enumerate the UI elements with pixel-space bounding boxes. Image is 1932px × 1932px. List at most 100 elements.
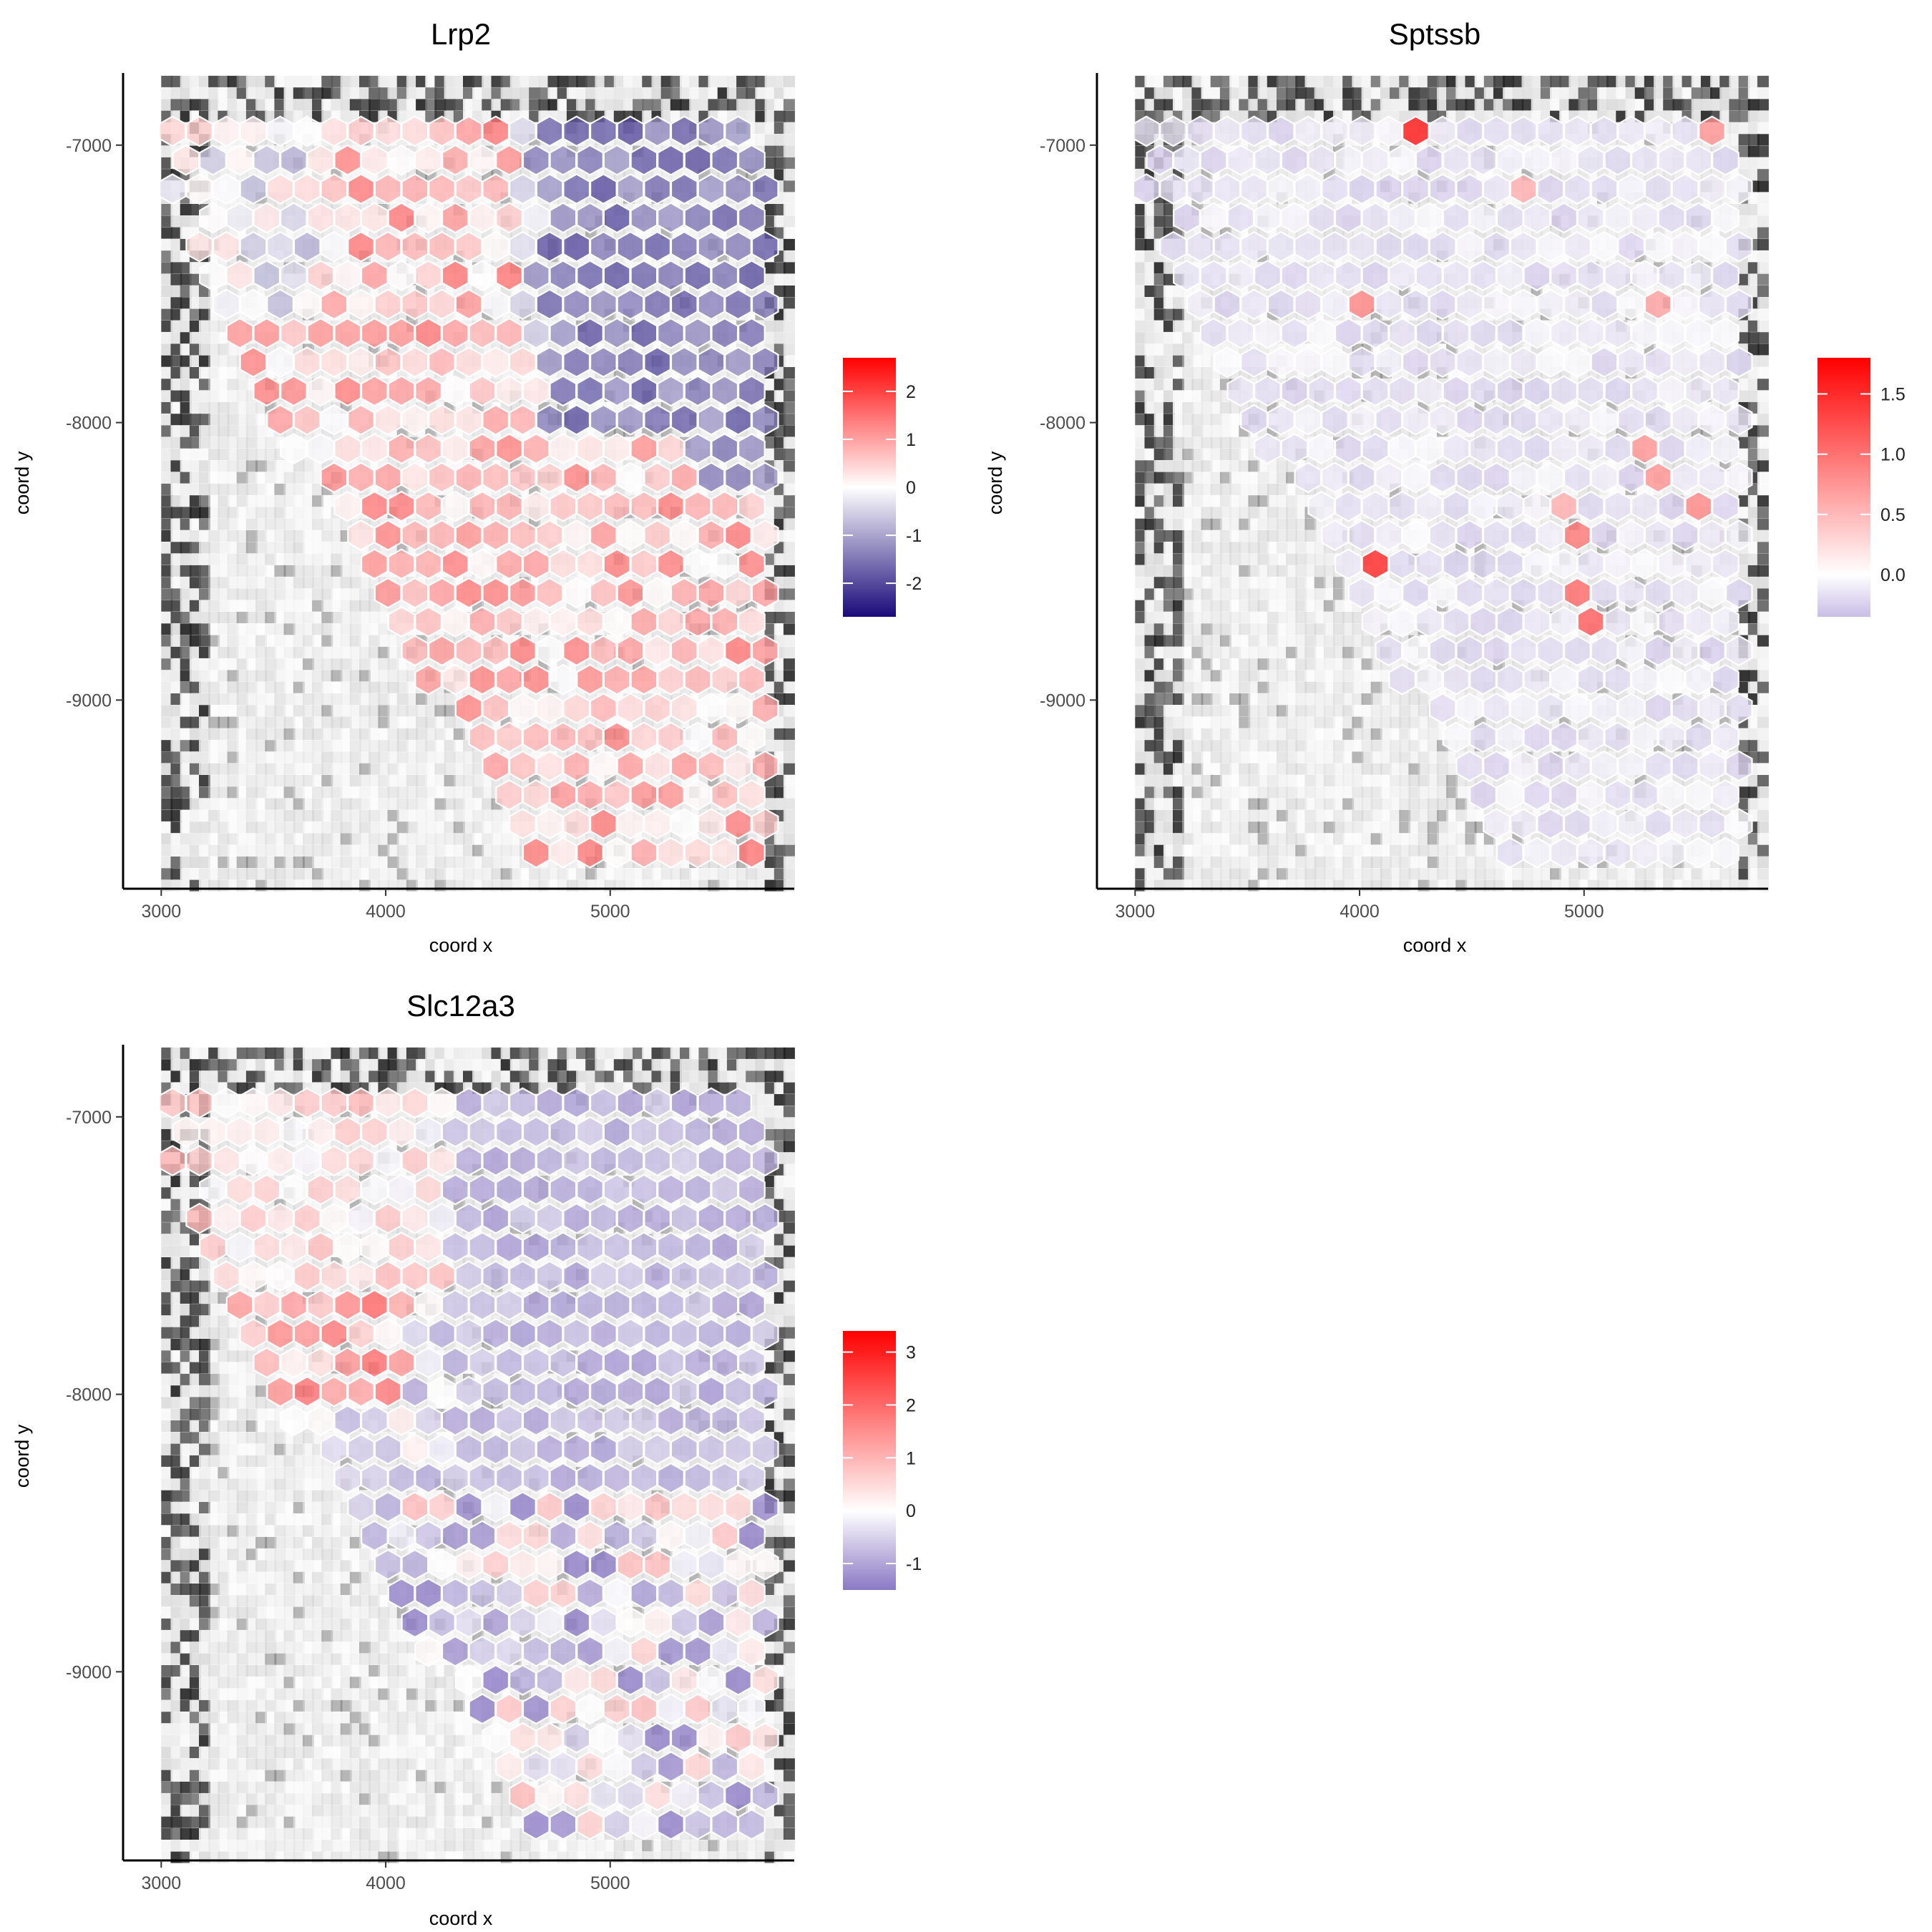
tissue-pixel [208,786,220,799]
tissue-pixel [180,623,192,635]
tissue-pixel [170,414,182,426]
tissue-pixel [199,75,210,87]
tissue-pixel [161,436,173,449]
tissue-pixel [170,809,182,821]
cell-hexagon [293,346,321,378]
tissue-pixel [189,623,201,635]
tissue-pixel [170,612,182,623]
tissue-pixel [161,809,173,821]
tissue-pixel [180,693,192,705]
tissue-pixel [783,658,795,670]
cell-hexagon [401,404,429,436]
cell-hexagon [630,317,658,349]
cell-hexagon [549,202,577,234]
tissue-pixel [161,868,173,880]
cell-hexagon [683,317,712,349]
tissue-pixel [170,250,182,263]
cell-hexagon [199,144,227,176]
tissue-pixel [161,623,173,635]
cell-hexagon [374,173,402,205]
cell-hexagon [522,144,550,176]
cell-hexagon [414,375,443,407]
tissue-pixel [199,716,210,728]
cell-hexagon [657,433,685,464]
tissue-pixel [180,414,192,426]
cell-hexagon [724,346,752,378]
tissue-pixel [161,844,173,857]
cell-hexagon [280,144,308,176]
tissue-pixel [783,670,795,682]
tissue-pixel [180,658,192,670]
tissue-pixel [170,623,182,635]
tissue-pixel [783,577,795,589]
tissue-pixel [208,483,220,495]
cell-hexagon [589,404,618,436]
cell-hexagon [602,202,631,234]
cell-hexagon [697,288,726,321]
tissue-pixel [208,670,220,682]
tissue-pixel [199,635,210,647]
cell-hexagon [306,144,335,176]
tissue-pixel [161,238,173,250]
tissue-pixel [161,728,173,740]
tissue-pixel [783,565,795,577]
cell-hexagon [333,202,362,234]
tissue-pixel [189,495,201,507]
cell-hexagon [589,115,618,147]
cell-hexagon [683,260,712,291]
tissue-pixel [180,320,192,332]
tissue-pixel [180,716,192,728]
cell-hexagon [320,115,348,147]
cell-hexagon [737,375,766,407]
tissue-pixel [783,693,795,705]
cell-hexagon [347,115,375,147]
tissue-pixel [208,565,220,577]
cell-hexagon [482,462,510,494]
cell-hexagon [711,317,739,349]
tissue-pixel [161,297,173,309]
tissue-pixel [783,553,795,565]
tissue-pixel [180,262,192,274]
tissue-pixel [189,286,201,297]
panel-title: Lrp2 [431,17,491,51]
tissue-pixel [189,332,201,344]
tissue-pixel [180,728,192,740]
cell-hexagon [441,202,469,234]
tissue-pixel [180,740,192,752]
tissue-pixel [199,786,210,799]
tissue-pixel [189,401,201,414]
tissue-pixel [189,518,201,530]
cell-hexagon [643,519,672,551]
tissue-pixel [783,227,795,239]
cell-hexagon [306,433,335,464]
cell-hexagon [293,288,321,321]
cell-hexagon [280,433,308,464]
tissue-pixel [161,716,173,728]
cell-hexagon [737,433,766,464]
cell-hexagon [374,288,402,321]
tissue-pixel [180,401,192,414]
tissue-pixel [180,565,192,577]
tissue-pixel [170,355,182,367]
cell-hexagon [549,433,577,464]
tissue-pixel [208,809,220,821]
cell-hexagon [711,375,739,407]
tissue-pixel [180,343,192,356]
cell-hexagon [225,144,254,176]
tissue-pixel [208,646,220,658]
tissue-pixel [208,751,220,763]
tissue-pixel [208,472,220,484]
tissue-pixel [208,728,220,740]
cell-hexagon [306,375,335,407]
tissue-pixel [170,775,182,786]
tissue-pixel [170,379,182,391]
tissue-pixel [208,821,220,834]
tissue-pixel [189,658,201,670]
tissue-pixel [208,401,220,414]
cell-hexagon [454,115,483,147]
tissue-pixel [783,740,795,752]
tissue-pixel [783,716,795,728]
cell-hexagon [428,519,456,551]
tissue-pixel [783,775,795,786]
tissue-pixel [189,379,201,391]
